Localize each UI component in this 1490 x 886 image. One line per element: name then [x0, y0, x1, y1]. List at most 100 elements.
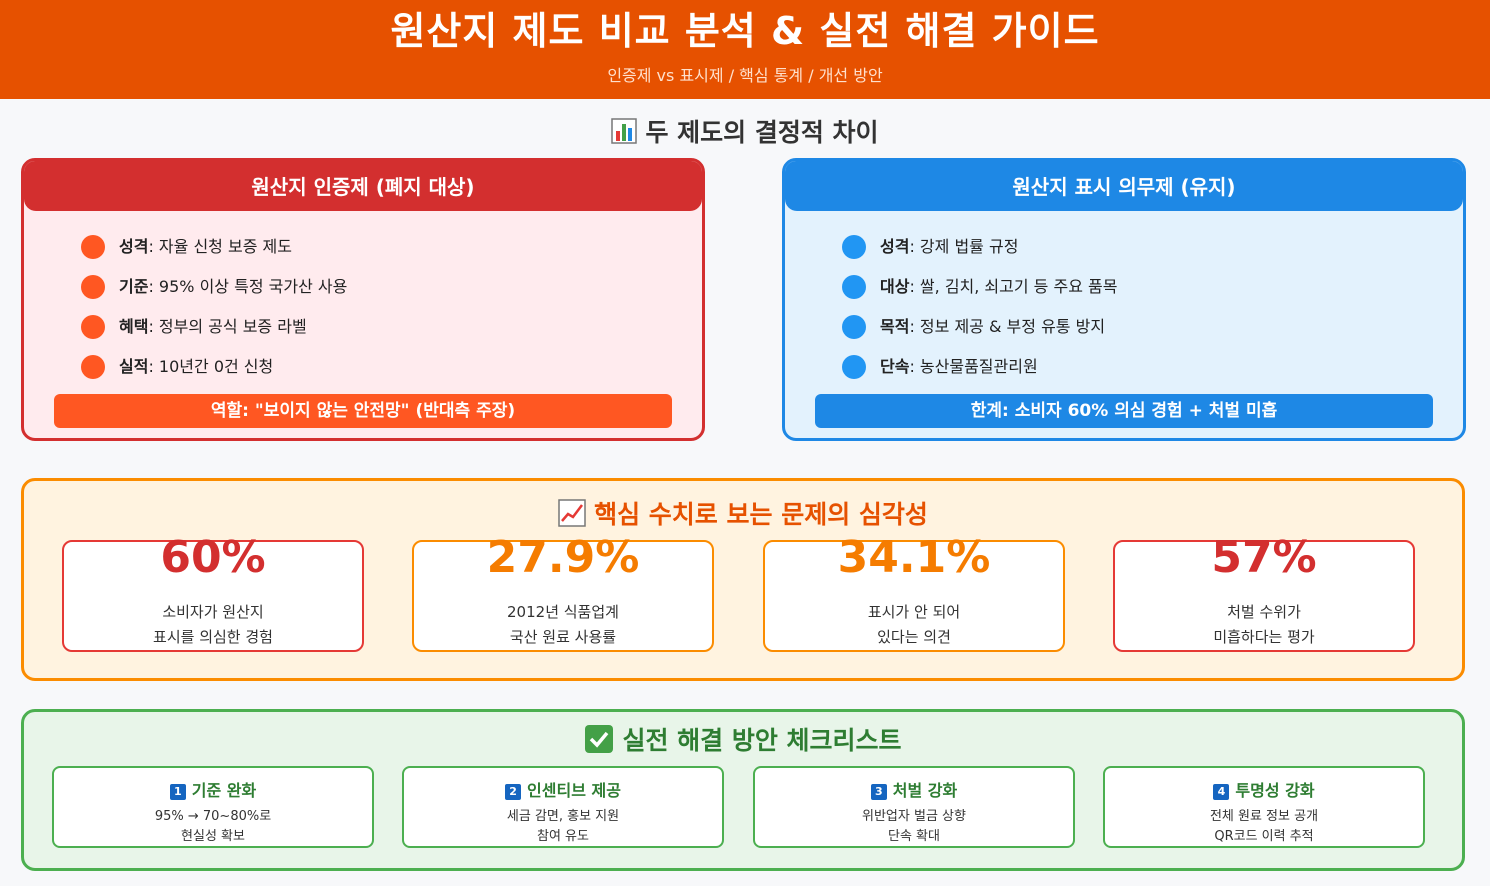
checklist-desc-line2: 참여 유도: [537, 829, 589, 844]
item-text: : 쌀, 김치, 쇠고기 등 주요 품목: [909, 277, 1118, 296]
item-label: 기준: [119, 277, 149, 296]
list-item: 혜택: 정부의 공식 보증 라벨: [81, 313, 702, 353]
list-item: 기준: 95% 이상 특정 국가산 사용: [81, 273, 702, 313]
item-label: 단속: [880, 357, 910, 376]
checklist-desc-line1: 95% → 70~80%로: [154, 809, 272, 824]
stat-value: 57%: [1211, 532, 1317, 583]
stat-desc-line2: 있다는 의견: [877, 628, 951, 646]
bullet-icon: [842, 235, 866, 259]
number-badge-icon: 1: [169, 784, 186, 800]
list-item: 목적: 정보 제공 & 부정 유통 방지: [842, 313, 1463, 353]
page-subtitle: 인증제 vs 표시제 / 핵심 통계 / 개선 방안: [607, 66, 883, 85]
stat-card: 34.1% 표시가 안 되어 있다는 의견: [763, 536, 1065, 652]
stats-panel: 핵심 수치로 보는 문제의 심각성 60% 소비자가 원산지 표시를 의심한 경험…: [21, 478, 1465, 681]
list-item: 성격: 자율 신청 보증 제도: [81, 233, 702, 273]
checklist-item-title-text: 기준 완화: [191, 781, 257, 800]
checklist-item-title-text: 투명성 강화: [1235, 781, 1315, 800]
stats-title-text: 핵심 수치로 보는 문제의 심각성: [594, 500, 928, 529]
stat-desc-line2: 미흡하다는 평가: [1213, 628, 1315, 646]
checklist-title-text: 실전 해결 방안 체크리스트: [622, 726, 902, 755]
checklist-item-title-text: 인센티브 제공: [527, 781, 621, 800]
stat-card: 57% 처벌 수위가 미흡하다는 평가: [1113, 536, 1415, 652]
item-label: 목적: [880, 317, 910, 336]
labeling-card: 원산지 표시 의무제 (유지) 성격: 강제 법률 규정 대상: 쌀, 김치, …: [782, 158, 1466, 441]
item-text: : 정부의 공식 보증 라벨: [148, 317, 307, 336]
stat-desc-line1: 처벌 수위가: [1227, 603, 1301, 621]
check-mark-icon: [584, 724, 614, 760]
diff-section-title: 두 제도의 결정적 차이: [0, 113, 1490, 150]
list-item: 실적: 10년간 0건 신청: [81, 353, 702, 393]
bullet-icon: [842, 275, 866, 299]
item-text: : 강제 법률 규정: [909, 237, 1019, 256]
bullet-icon: [81, 235, 105, 259]
stat-desc-line1: 표시가 안 되어: [867, 603, 961, 621]
item-text: : 농산물품질관리원: [909, 357, 1038, 376]
stat-desc-line1: 2012년 식품업계: [507, 603, 619, 621]
bullet-icon: [81, 315, 105, 339]
checklist-item-title: 3 처벌 강화: [755, 777, 1073, 801]
certification-card: 원산지 인증제 (폐지 대상) 성격: 자율 신청 보증 제도 기준: 95% …: [21, 158, 705, 441]
checklist-desc-line1: 전체 원료 정보 공개: [1209, 809, 1319, 824]
labeling-note: 한계: 소비자 60% 의심 경험 + 처벌 미흡: [815, 394, 1433, 428]
page-header: 원산지 제도 비교 분석 & 실전 해결 가이드 인증제 vs 표시제 / 핵심…: [0, 0, 1490, 99]
item-text: : 자율 신청 보증 제도: [148, 237, 292, 256]
item-text: : 95% 이상 특정 국가산 사용: [148, 277, 348, 296]
checklist-item-title-text: 처벌 강화: [892, 781, 958, 800]
stat-value: 60%: [160, 532, 266, 583]
checklist-desc-line2: 현실성 확보: [181, 829, 245, 844]
item-text: : 10년간 0건 신청: [148, 357, 274, 376]
item-text: : 정보 제공 & 부정 유통 방지: [909, 317, 1106, 336]
stat-value: 27.9%: [486, 532, 640, 583]
labeling-card-title: 원산지 표시 의무제 (유지): [785, 161, 1463, 211]
checklist-desc-line2: QR코드 이력 추적: [1214, 829, 1314, 844]
labeling-list: 성격: 강제 법률 규정 대상: 쌀, 김치, 쇠고기 등 주요 품목 목적: …: [842, 233, 1463, 393]
page-title: 원산지 제도 비교 분석 & 실전 해결 가이드: [390, 9, 1100, 53]
item-label: 실적: [119, 357, 149, 376]
diff-section-title-text: 두 제도의 결정적 차이: [645, 118, 879, 147]
checklist-item-title: 2 인센티브 제공: [404, 777, 722, 801]
stat-desc: 소비자가 원산지 표시를 의심한 경험: [64, 600, 362, 650]
checklist-desc-line1: 위반업자 벌금 상향: [862, 809, 966, 824]
checklist-desc-line2: 단속 확대: [888, 829, 940, 844]
number-badge-icon: 4: [1213, 784, 1230, 800]
bar-chart-icon: [611, 118, 638, 150]
checklist-item-title: 1 기준 완화: [54, 777, 372, 801]
certification-card-title: 원산지 인증제 (폐지 대상): [24, 161, 702, 211]
stat-value: 34.1%: [837, 532, 991, 583]
checklist-item-title: 4 투명성 강화: [1105, 777, 1423, 801]
bullet-icon: [842, 315, 866, 339]
stats-title: 핵심 수치로 보는 문제의 심각성: [24, 495, 1462, 533]
checklist-desc-line1: 세금 감면, 홍보 지원: [506, 809, 620, 824]
trend-chart-icon: [558, 499, 586, 533]
checklist-item-desc: 전체 원료 정보 공개 QR코드 이력 추적: [1105, 807, 1423, 847]
checklist-item: 4 투명성 강화 전체 원료 정보 공개 QR코드 이력 추적: [1103, 766, 1425, 848]
list-item: 성격: 강제 법률 규정: [842, 233, 1463, 273]
number-badge-icon: 2: [505, 784, 522, 800]
checklist-title: 실전 해결 방안 체크리스트: [24, 721, 1462, 760]
item-label: 혜택: [119, 317, 149, 336]
stat-desc-line2: 국산 원료 사용률: [509, 628, 617, 646]
list-item: 단속: 농산물품질관리원: [842, 353, 1463, 393]
item-label: 성격: [880, 237, 910, 256]
item-label: 성격: [119, 237, 149, 256]
bullet-icon: [842, 355, 866, 379]
number-badge-icon: 3: [870, 784, 887, 800]
stat-card: 27.9% 2012년 식품업계 국산 원료 사용률: [412, 536, 714, 652]
bullet-icon: [81, 355, 105, 379]
bullet-icon: [81, 275, 105, 299]
certification-list: 성격: 자율 신청 보증 제도 기준: 95% 이상 특정 국가산 사용 혜택:…: [81, 233, 702, 393]
list-item: 대상: 쌀, 김치, 쇠고기 등 주요 품목: [842, 273, 1463, 313]
item-label: 대상: [880, 277, 910, 296]
stat-card: 60% 소비자가 원산지 표시를 의심한 경험: [62, 536, 364, 652]
certification-note: 역할: "보이지 않는 안전망" (반대측 주장): [54, 394, 672, 428]
